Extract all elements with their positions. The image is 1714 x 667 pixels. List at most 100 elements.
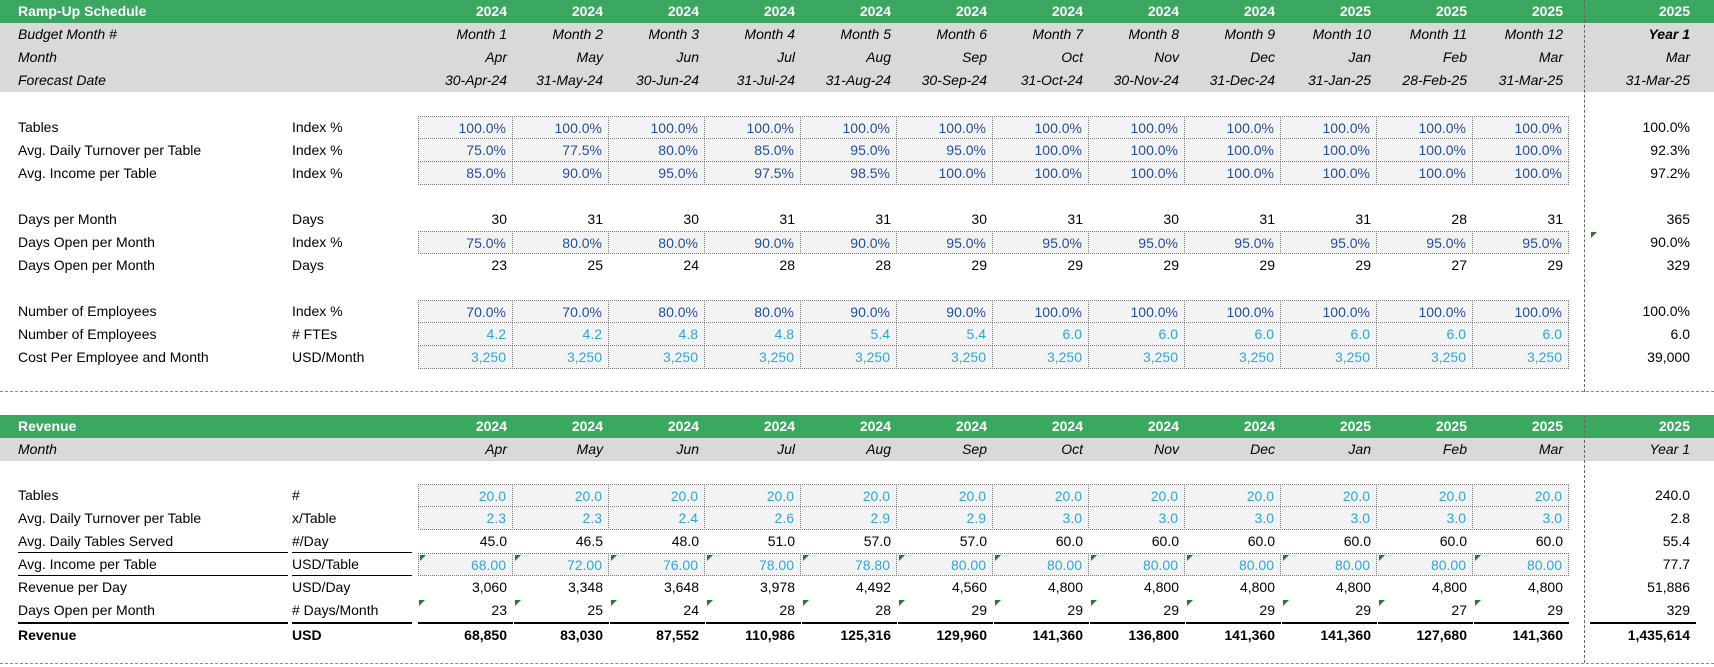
input-cell[interactable]: 2.9 <box>898 507 993 530</box>
value-cell[interactable]: 29 <box>898 599 993 622</box>
input-cell[interactable]: 100.0% <box>1186 139 1281 162</box>
input-cell[interactable]: 6.0 <box>1186 323 1281 346</box>
value-cell[interactable]: 27 <box>1378 599 1473 622</box>
year-cell[interactable]: 2025 <box>1435 418 1467 434</box>
input-cell[interactable]: 100.0% <box>1378 139 1473 162</box>
input-cell[interactable]: 85.0% <box>706 139 801 162</box>
value-cell[interactable]: 28 <box>802 599 897 622</box>
month-cell[interactable]: May <box>576 441 603 457</box>
value-cell[interactable]: 4,560 <box>951 579 987 595</box>
revenue-title[interactable]: Revenue <box>18 418 77 434</box>
month-cell[interactable]: Mar <box>1538 441 1563 457</box>
value-cell[interactable]: 31 <box>1067 211 1083 227</box>
input-cell[interactable]: 95.0% <box>898 139 993 162</box>
month-cell[interactable]: Feb <box>1442 441 1467 457</box>
input-cell[interactable]: 20.0 <box>1474 484 1569 507</box>
value-cell[interactable]: 4,800 <box>1431 579 1467 595</box>
value-cell[interactable]: 24 <box>683 257 699 273</box>
input-cell[interactable]: 100.0% <box>706 116 801 139</box>
value-cell[interactable]: 141,360 <box>1282 622 1377 645</box>
input-cell[interactable]: 4.2 <box>514 323 609 346</box>
input-cell[interactable]: 3.0 <box>1186 507 1281 530</box>
value-cell[interactable]: 87,552 <box>610 622 705 645</box>
input-cell[interactable]: 100.0% <box>994 139 1089 162</box>
input-cell[interactable]: 100.0% <box>898 116 993 139</box>
input-cell[interactable]: 100.0% <box>1474 139 1569 162</box>
row-unit[interactable]: Index % <box>292 165 343 181</box>
input-cell[interactable]: 75.0% <box>418 231 513 254</box>
input-cell[interactable]: 95.0% <box>802 139 897 162</box>
input-cell[interactable]: 100.0% <box>802 116 897 139</box>
input-cell[interactable]: 100.0% <box>1474 300 1569 323</box>
row-unit[interactable]: # Days/Month <box>292 602 379 618</box>
year-cell[interactable]: 2024 <box>1243 3 1275 19</box>
value-cell[interactable]: 30 <box>683 211 699 227</box>
input-cell[interactable]: 78.00 <box>706 553 801 576</box>
input-cell[interactable]: 100.0% <box>1090 139 1185 162</box>
input-cell[interactable]: 20.0 <box>514 484 609 507</box>
value-cell[interactable]: 4,800 <box>1047 579 1083 595</box>
input-cell[interactable]: 100.0% <box>514 116 609 139</box>
forecast-date-cell[interactable]: 30-Sep-24 <box>921 72 987 88</box>
input-cell[interactable]: 20.0 <box>1378 484 1473 507</box>
input-cell[interactable]: 100.0% <box>1090 162 1185 185</box>
row-unit[interactable]: Index % <box>292 119 343 135</box>
budget-month-cell[interactable]: Month 9 <box>1224 26 1275 42</box>
row-unit[interactable]: USD/Month <box>292 349 365 365</box>
total-cell[interactable]: 90.0% <box>1590 231 1696 254</box>
year-cell[interactable]: 2025 <box>1339 418 1371 434</box>
row-label[interactable]: Revenue per Day <box>18 579 127 595</box>
value-cell[interactable]: 60.0 <box>1439 533 1467 549</box>
year-cell[interactable]: 2024 <box>667 418 699 434</box>
input-cell[interactable]: 100.0% <box>1378 162 1473 185</box>
month-cell[interactable]: Aug <box>866 49 891 65</box>
year-cell[interactable]: 2025 <box>1531 418 1563 434</box>
month-cell[interactable]: Feb <box>1442 49 1467 65</box>
budget-month-cell[interactable]: Month 4 <box>744 26 795 42</box>
input-cell[interactable]: 20.0 <box>1090 484 1185 507</box>
year-cell[interactable]: 2024 <box>859 3 891 19</box>
row-label[interactable]: Avg. Daily Turnover per Table <box>18 510 202 526</box>
value-cell[interactable]: 29 <box>1282 599 1377 622</box>
forecast-date-cell[interactable]: 31-Jul-24 <box>736 72 795 88</box>
row-unit[interactable]: USD/Day <box>292 579 351 595</box>
value-cell[interactable]: 110,986 <box>706 622 801 645</box>
value-cell[interactable]: 4,800 <box>1239 579 1275 595</box>
value-cell[interactable]: 23 <box>418 599 513 622</box>
input-cell[interactable]: 76.00 <box>610 553 705 576</box>
total-cell[interactable]: 100.0% <box>1642 119 1690 135</box>
budget-month-cell[interactable]: Month 10 <box>1312 26 1371 42</box>
row-unit[interactable]: # <box>292 487 300 503</box>
row-unit[interactable]: #/Day <box>292 530 412 553</box>
row-label[interactable]: Avg. Daily Tables Served <box>18 530 288 553</box>
input-cell[interactable]: 95.0% <box>1186 231 1281 254</box>
value-cell[interactable]: 30 <box>491 211 507 227</box>
budget-month-cell[interactable]: Month 3 <box>648 26 699 42</box>
month-cell[interactable]: Apr <box>485 441 507 457</box>
input-cell[interactable]: 100.0% <box>1090 300 1185 323</box>
input-cell[interactable]: 100.0% <box>1186 300 1281 323</box>
input-cell[interactable]: 3.0 <box>1474 507 1569 530</box>
input-cell[interactable]: 80.00 <box>1474 553 1569 576</box>
value-cell[interactable]: 4,800 <box>1335 579 1371 595</box>
input-cell[interactable]: 3,250 <box>1378 346 1473 369</box>
year-cell[interactable]: 2024 <box>1147 3 1179 19</box>
input-cell[interactable]: 20.0 <box>898 484 993 507</box>
total-cell[interactable]: 77.7 <box>1662 556 1690 572</box>
row-label[interactable]: Days per Month <box>18 211 117 227</box>
budget-month-cell[interactable]: Month 6 <box>936 26 987 42</box>
input-cell[interactable]: 80.0% <box>610 300 705 323</box>
value-cell[interactable]: 23 <box>491 257 507 273</box>
value-cell[interactable]: 28 <box>779 257 795 273</box>
month-cell[interactable]: Mar <box>1538 49 1563 65</box>
year-cell[interactable]: 2024 <box>475 3 507 19</box>
forecast-date-cell[interactable]: 31-Dec-24 <box>1209 72 1275 88</box>
year-cell[interactable]: 2024 <box>955 3 987 19</box>
total-cell[interactable]: 39,000 <box>1647 349 1690 365</box>
input-cell[interactable]: 95.0% <box>1282 231 1377 254</box>
year-cell[interactable]: 2025 <box>1435 3 1467 19</box>
value-cell[interactable]: 27 <box>1451 257 1467 273</box>
value-cell[interactable]: 4,492 <box>855 579 891 595</box>
month-cell[interactable]: Aug <box>866 441 891 457</box>
value-cell[interactable]: 60.0 <box>1055 533 1083 549</box>
